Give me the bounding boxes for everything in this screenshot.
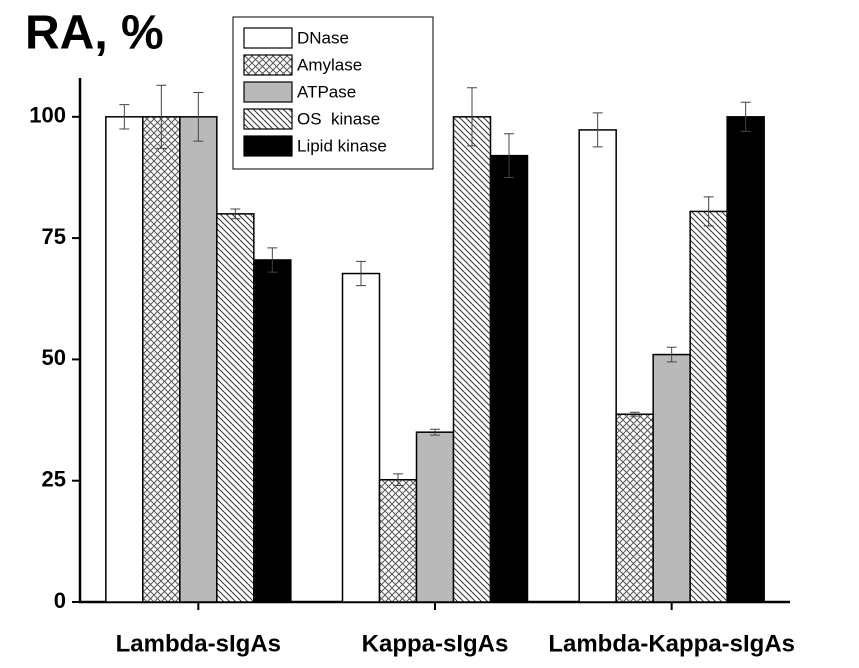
bar [578,129,617,603]
error-bar [356,260,366,287]
error-bar [156,84,167,149]
bar [415,431,455,603]
bar [689,210,728,603]
x-tick-label: Lambda-sIgAs [116,630,281,657]
bar [253,259,292,603]
bar [216,213,255,603]
error-bar [393,473,403,487]
bar [142,116,181,603]
bar [378,478,418,603]
bar [489,154,529,603]
legend-label: ATPase [297,82,356,101]
legend-label: DNase [297,28,349,47]
error-bar [430,428,440,436]
error-bar [467,87,477,147]
error-bar [504,133,514,178]
error-bar [592,112,603,148]
legend-swatch [243,81,293,103]
error-bar [629,411,640,417]
y-tick-label: 75 [42,224,66,249]
y-tick-label: 50 [42,345,66,370]
bar [179,116,218,603]
legend-label: Amylase [297,55,362,74]
error-bar [703,196,714,227]
legend-label: Lipid kinase [297,136,387,155]
error-bar [193,92,204,142]
error-bar [230,208,241,220]
error-bar [666,346,677,363]
x-tick-label: Lambda-Kappa-sIgAs [548,630,795,657]
bar [452,116,492,603]
bar [341,272,381,603]
bar [652,353,691,603]
error-bar [267,247,278,273]
legend-swatch [243,54,293,76]
legend-label: OS kinase [297,109,380,128]
bar [105,116,144,603]
chart-title: RA, % [25,7,164,60]
y-tick-label: 0 [54,588,66,613]
y-tick-label: 25 [42,467,66,492]
bar [615,413,654,603]
legend-swatch [243,135,293,157]
legend-swatch [243,108,293,130]
legend-swatch [243,27,293,49]
error-bar [740,101,751,132]
legend: DNase Amylase ATPase OS kinase Lipid kinase [243,27,387,157]
y-tick-label: 100 [29,103,66,128]
error-bar [119,104,130,130]
bar [726,116,765,603]
x-tick-label: Kappa-sIgAs [362,630,509,657]
